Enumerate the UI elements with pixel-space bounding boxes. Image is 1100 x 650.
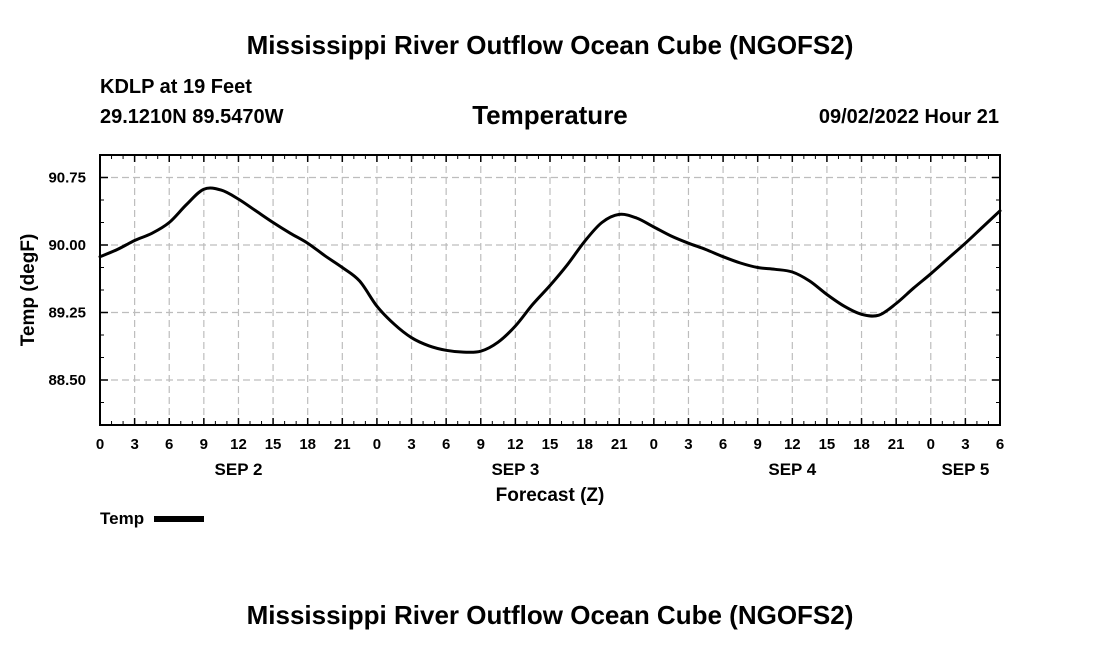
x-tick-label: 9 [477,436,485,453]
x-tick-label: 21 [334,436,351,453]
x-axis-label: Forecast (Z) [496,485,605,506]
legend-label: Temp [100,509,145,528]
chart-title: Mississippi River Outflow Ocean Cube (NG… [246,30,854,60]
x-tick-label: 0 [927,436,935,453]
x-tick-label: 18 [299,436,316,453]
x-tick-label: 18 [576,436,593,453]
x-tick-label: 0 [96,436,104,453]
y-tick-label: 88.50 [48,372,86,389]
x-tick-label: 6 [165,436,173,453]
y-tick-label: 90.75 [48,170,86,187]
x-tick-label: 15 [542,436,559,453]
footer-title: Mississippi River Outflow Ocean Cube (NG… [246,600,854,630]
x-tick-label: 0 [373,436,381,453]
x-tick-label: 3 [407,436,415,453]
x-tick-label: 12 [784,436,801,453]
legend: Temp [100,509,205,529]
station-label: KDLP at 19 Feet [100,76,252,98]
y-tick-label: 90.00 [48,237,86,254]
x-tick-label: 15 [265,436,282,453]
day-label: SEP 2 [215,460,263,479]
series-line-temp [98,186,1002,354]
x-tick-label: 6 [442,436,450,453]
variable-subtitle: Temperature [472,100,628,130]
coordinates-label: 29.1210N 89.5470W [100,106,284,128]
day-label: SEP 5 [941,460,989,479]
x-tick-label: 3 [961,436,969,453]
y-tick-label: 89.25 [48,305,86,322]
x-tick-label: 21 [888,436,905,453]
x-tick-label: 3 [684,436,692,453]
x-tick-label: 6 [996,436,1004,453]
x-tick-label: 6 [719,436,727,453]
day-label: SEP 4 [768,460,816,479]
x-tick-label: 18 [853,436,870,453]
y-axis-label: Temp (degF) [18,234,39,347]
x-tick-label: 12 [507,436,524,453]
x-tick-label: 15 [819,436,836,453]
legend-line-swatch [154,516,205,522]
x-tick-label: 21 [611,436,628,453]
x-tick-label: 9 [754,436,762,453]
day-label: SEP 3 [491,460,539,479]
x-tick-label: 0 [650,436,658,453]
forecast-timestamp: 09/02/2022 Hour 21 [818,106,999,128]
x-tick-label: 9 [200,436,208,453]
temperature-chart: 0 3 6 9 12 15 18 21 0 3 6 9 12 15 18 21 0 3 6 9 12 15 18 21 0 3 6S… [18,154,1004,506]
x-tick-label: 12 [230,436,247,453]
x-tick-label: 3 [130,436,138,453]
